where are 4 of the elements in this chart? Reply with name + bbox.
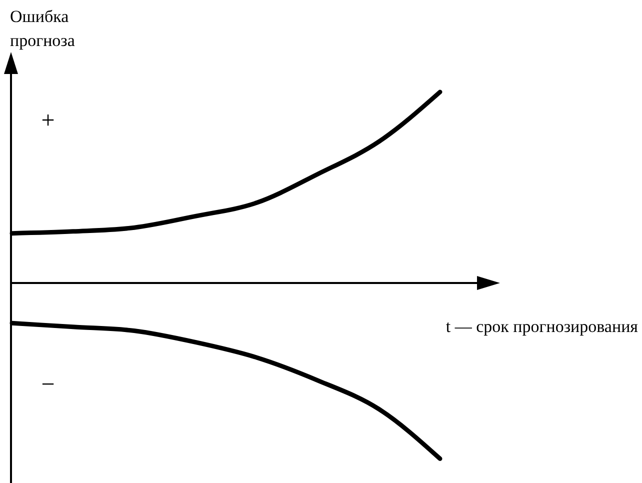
y-axis-title: Ошибка прогноза [10, 7, 76, 50]
annotation: + [41, 108, 55, 134]
x-axis-title: t — срок прогнозирования [446, 317, 638, 336]
annotation: − [41, 372, 55, 398]
